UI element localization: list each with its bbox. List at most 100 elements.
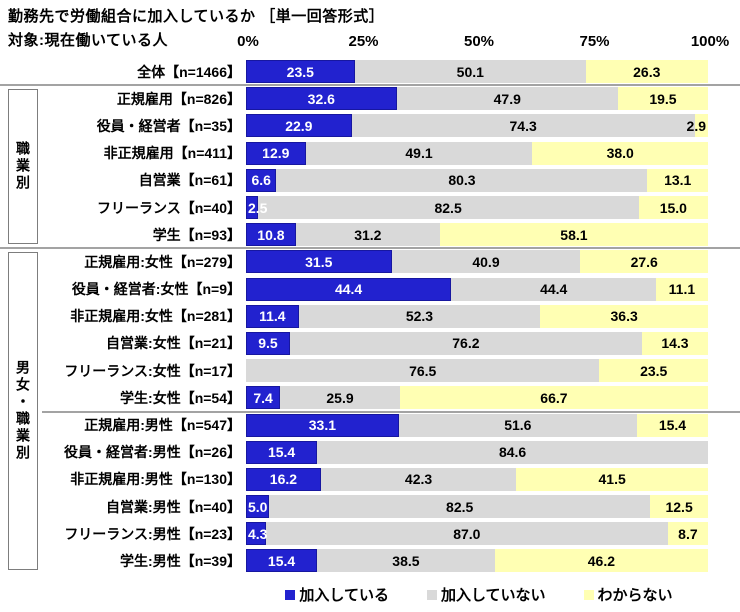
legend-swatch: [583, 589, 594, 600]
category-label: 役員・経営者【n=35】: [96, 117, 241, 134]
bar: 22.9 74.3 2.9: [246, 114, 708, 138]
bar-segment-nonunion: 47.9: [396, 87, 618, 111]
bar-segment-nonunion: 42.3: [320, 467, 517, 491]
chart-title: 勤務先で労働組合に加入しているか ［単一回答形式］: [8, 8, 385, 25]
bar: 4.3 87.0 8.7: [246, 522, 708, 546]
category-label: 学生:女性【n=54】: [120, 389, 241, 406]
bar-segment-unknown: 15.0: [638, 196, 708, 220]
chart-row: 学生:女性【n=54】 7.4 25.9 66.7: [0, 384, 740, 411]
bar-value-label: 47.9: [493, 90, 521, 107]
bar-segment-union: 32.6: [246, 87, 397, 111]
category-label: 自営業【n=61】: [138, 172, 241, 189]
category-label: 非正規雇用:男性【n=130】: [70, 471, 241, 488]
chart-row: 役員・経営者:男性【n=26】 15.4 84.6: [0, 439, 740, 466]
bar-segment-unknown: 13.1: [647, 168, 708, 192]
bar: 7.4 25.9 66.7: [246, 386, 708, 410]
bar: 11.4 52.3 36.3: [246, 304, 708, 328]
bar-rows: 全体【n=1466】 23.5 50.1 26.3 正規雇用【n=826】 32.6 47.…: [0, 58, 740, 575]
chart-row: 自営業【n=61】 6.6 80.3 13.1: [0, 167, 740, 194]
bar-value-label: 16.2: [269, 471, 298, 488]
bar: 16.2 42.3 41.5: [246, 467, 708, 491]
bar-value-label: 6.6: [251, 172, 271, 189]
bar-value-label: 15.4: [658, 417, 687, 434]
bar-segment-union: 15.4: [246, 549, 318, 573]
chart-row: 非正規雇用:女性【n=281】 11.4 52.3 36.3: [0, 303, 740, 330]
bar-segment-nonunion: 84.6: [317, 440, 708, 464]
category-label: 正規雇用:男性【n=547】: [84, 417, 241, 434]
chart-row: フリーランス:男性【n=23】 4.3 87.0 8.7: [0, 520, 740, 547]
legend-item: 加入している: [285, 584, 389, 605]
bar-segment-nonunion: 31.2: [295, 223, 440, 247]
bar-segment-union: 10.8: [246, 223, 296, 247]
axis-tick-label: 0%: [237, 33, 259, 50]
bar-segment-nonunion: 82.5: [257, 196, 639, 220]
chart-row: 非正規雇用【n=411】 12.9 49.1 38.0: [0, 140, 740, 167]
bar-segment-nonunion: 25.9: [280, 386, 400, 410]
bar-value-label: 2.9: [686, 117, 706, 134]
bar-value-label: 5.0: [248, 498, 268, 515]
legend-swatch: [285, 589, 296, 600]
bar-segment-unknown: 12.5: [650, 495, 708, 519]
bar-segment-unknown: 27.6: [580, 250, 708, 274]
group-box-gender-occupation: 男女・職業別: [8, 252, 38, 570]
bar-value-label: 41.5: [598, 471, 626, 488]
bar-value-label: 9.5: [258, 335, 278, 352]
bar-segment-nonunion: 74.3: [351, 114, 695, 138]
bar-value-label: 11.1: [668, 281, 696, 298]
bar-value-label: 82.5: [446, 498, 474, 515]
bar-value-label: 8.7: [678, 525, 698, 542]
bar-value-label: 42.3: [404, 471, 433, 488]
bar-value-label: 15.4: [267, 444, 296, 461]
chart-row: 自営業:男性【n=40】 5.0 82.5 12.5: [0, 493, 740, 520]
legend-item-label: 加入している: [299, 587, 389, 604]
bar-segment-union: 31.5: [246, 250, 392, 274]
bar-value-label: 80.3: [448, 172, 476, 189]
bar-value-label: 10.8: [257, 226, 285, 243]
chart-row: フリーランス:女性【n=17】 76.5 23.5: [0, 357, 740, 384]
bar-value-label: 23.5: [286, 63, 314, 80]
bar-segment-union: 6.6: [246, 168, 277, 192]
bar-value-label: 44.4: [540, 281, 568, 298]
legend-item-label: 加入していない: [440, 587, 546, 604]
legend-item-label: わからない: [597, 587, 673, 604]
bar-segment-unknown: 11.1: [656, 277, 708, 301]
bar-segment-union: 15.4: [246, 440, 318, 464]
bar-segment-unknown: 23.5: [599, 359, 708, 383]
separator-line-female-male: [42, 411, 740, 413]
bar: 9.5 76.2 14.3: [246, 331, 708, 355]
bar-segment-union: [246, 196, 258, 220]
chart-row: 学生【n=93】 10.8 31.2 58.1: [0, 221, 740, 248]
category-label: 正規雇用【n=826】: [116, 90, 241, 107]
axis-tick-label: 75%: [579, 33, 610, 50]
bar-segment-unknown: 58.1: [439, 223, 708, 247]
bar-value-label: 51.6: [504, 417, 532, 434]
bar-segment-union: 22.9: [246, 114, 352, 138]
bar-value-label: 31.5: [305, 253, 333, 270]
bar-segment-unknown: 14.3: [641, 331, 708, 355]
bar-value-label: 46.2: [587, 552, 615, 569]
bar: 76.5 23.5: [246, 359, 708, 383]
bar-value-label: 19.5: [649, 90, 677, 107]
category-label: フリーランス:男性【n=23】: [64, 525, 241, 542]
bar-segment-nonunion: 40.9: [391, 250, 581, 274]
bar-value-label: 52.3: [405, 308, 434, 325]
bar: 23.5 50.1 26.3: [246, 60, 708, 84]
bar-segment-unknown: 8.7: [667, 522, 708, 546]
bar: 31.5 40.9 27.6: [246, 250, 708, 274]
bar-segment-union: 9.5: [246, 331, 290, 355]
chart-row: 全体【n=1466】 23.5 50.1 26.3: [0, 58, 740, 85]
bar-segment-nonunion: 76.5: [246, 359, 600, 383]
legend: 加入している 加入していない わからない: [248, 584, 710, 605]
bar-segment-union: [246, 495, 270, 519]
bar-segment-unknown: [694, 114, 708, 138]
bar-value-label: 32.6: [307, 90, 335, 107]
bar-value-label: 40.9: [472, 253, 500, 270]
group-label-gender-occupation: 男女・職業別: [15, 360, 31, 462]
group-box-occupation: 職業別: [8, 89, 38, 244]
x-axis: 0% 25% 50% 75% 100%: [237, 33, 729, 53]
bar-segment-union: [246, 522, 266, 546]
bar-value-label: 44.4: [334, 281, 363, 298]
bar-segment-unknown: 15.4: [636, 413, 708, 437]
bar-value-label: 26.3: [633, 63, 661, 80]
bar-value-label: 23.5: [640, 362, 668, 379]
